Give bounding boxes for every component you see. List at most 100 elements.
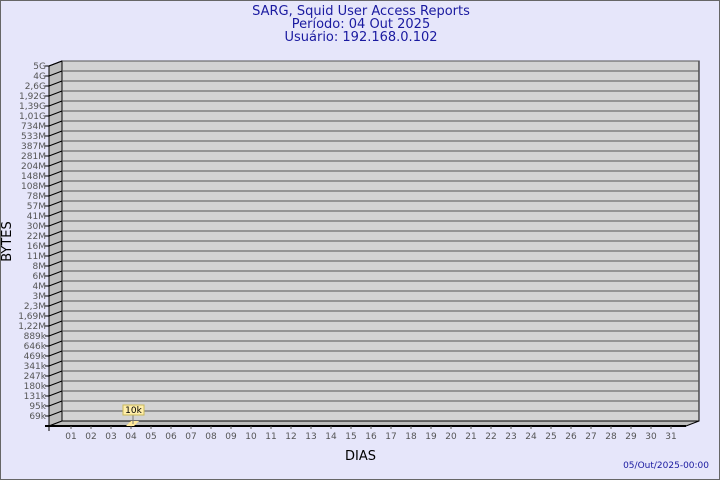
y-axis-label: BYTES	[0, 221, 15, 262]
x-tick-label: 10	[245, 432, 257, 442]
y-tick-depth	[48, 270, 63, 277]
y-tick-depth	[48, 200, 63, 207]
y-tick-label: 1,39G	[19, 102, 46, 112]
y-tick-label: 69k	[29, 412, 46, 422]
y-tick-depth	[48, 290, 63, 297]
y-tick-depth	[48, 220, 63, 227]
y-tick-label: 6M	[33, 272, 47, 282]
y-tick-depth	[48, 390, 63, 397]
x-tick-label: 28	[605, 432, 617, 442]
x-tick-label: 17	[385, 432, 396, 442]
y-tick-depth	[48, 240, 63, 247]
y-tick-label: 1,69M	[18, 312, 46, 322]
x-tick-label: 01	[65, 432, 76, 442]
y-tick-depth	[48, 180, 63, 187]
y-tick-label: 78M	[27, 192, 46, 202]
y-tick-depth	[48, 280, 63, 287]
y-tick-depth	[48, 110, 63, 117]
y-tick-depth	[48, 320, 63, 327]
y-tick-depth	[48, 210, 63, 217]
y-tick-label: 1,92G	[19, 92, 46, 102]
y-tick-label: 22M	[27, 232, 46, 242]
x-tick-label: 05	[145, 432, 156, 442]
x-tick-label: 14	[325, 432, 337, 442]
y-tick-depth	[48, 160, 63, 167]
data-label: 10k	[125, 406, 142, 416]
y-tick-label: 41M	[27, 212, 46, 222]
y-tick-depth	[48, 400, 63, 407]
y-tick-label: 148M	[21, 172, 46, 182]
x-tick-label: 07	[185, 432, 196, 442]
x-tick-label: 29	[625, 432, 637, 442]
y-tick-depth	[48, 150, 63, 157]
y-tick-depth	[48, 130, 63, 137]
y-tick-depth	[48, 190, 63, 197]
chart-title: SARG, Squid User Access Reports	[252, 4, 470, 19]
y-tick-label: 1,22M	[18, 322, 46, 332]
y-tick-depth	[48, 70, 63, 77]
y-tick-label: 2,3M	[24, 302, 46, 312]
x-tick-label: 16	[365, 432, 377, 442]
y-tick-label: 387M	[21, 142, 46, 152]
x-tick-label: 06	[165, 432, 177, 442]
y-tick-depth	[48, 80, 63, 87]
y-tick-depth	[48, 360, 63, 367]
x-tick-label: 15	[345, 432, 356, 442]
y-tick-depth	[48, 410, 63, 417]
x-tick-label: 30	[645, 432, 657, 442]
x-tick-label: 25	[545, 432, 556, 442]
y-tick-label: 889k	[24, 332, 47, 342]
y-tick-depth	[48, 260, 63, 267]
y-tick-label: 8M	[33, 262, 47, 272]
y-tick-label: 30M	[27, 222, 46, 232]
y-tick-label: 16M	[27, 242, 46, 252]
y-tick-depth	[48, 120, 63, 127]
y-tick-label: 57M	[27, 202, 46, 212]
y-tick-depth	[48, 250, 63, 257]
x-tick-label: 26	[565, 432, 577, 442]
y-tick-depth	[48, 310, 63, 317]
footer-timestamp: 05/Out/2025-00:00	[623, 461, 709, 471]
y-tick-depth	[48, 380, 63, 387]
y-tick-depth	[48, 340, 63, 347]
y-tick-label: 5G	[33, 62, 46, 72]
y-tick-label: 1,01G	[19, 112, 46, 122]
y-tick-label: 4M	[33, 282, 47, 292]
x-tick-label: 21	[465, 432, 476, 442]
x-tick-label: 11	[265, 432, 276, 442]
x-tick-label: 18	[405, 432, 417, 442]
y-tick-depth	[48, 170, 63, 177]
x-tick-label: 02	[85, 432, 96, 442]
chart-period: Período: 04 Out 2025	[291, 17, 431, 32]
x-tick-label: 23	[505, 432, 516, 442]
y-tick-label: 95k	[29, 402, 46, 412]
x-tick-label: 24	[525, 432, 537, 442]
y-tick-depth	[48, 370, 63, 377]
x-tick-label: 13	[305, 432, 316, 442]
y-tick-label: 180k	[24, 382, 47, 392]
y-tick-depth	[48, 300, 63, 307]
y-tick-label: 341k	[24, 362, 47, 372]
y-tick-label: 4G	[33, 72, 46, 82]
y-tick-label: 2,6G	[25, 82, 46, 92]
y-tick-label: 108M	[21, 182, 46, 192]
x-tick-label: 20	[445, 432, 457, 442]
y-tick-label: 469k	[24, 352, 47, 362]
x-tick-label: 04	[125, 432, 137, 442]
y-tick-label: 204M	[21, 162, 46, 172]
x-tick-label: 08	[205, 432, 217, 442]
x-tick-label: 19	[425, 432, 437, 442]
x-tick-label: 22	[485, 432, 496, 442]
y-tick-label: 646k	[24, 342, 47, 352]
y-tick-label: 247k	[24, 372, 47, 382]
y-tick-label: 11M	[27, 252, 46, 262]
y-tick-depth	[48, 90, 63, 97]
y-tick-label: 3M	[33, 292, 47, 302]
x-tick-label: 27	[585, 432, 596, 442]
x-tick-label: 09	[225, 432, 237, 442]
x-tick-label: 03	[105, 432, 116, 442]
y-tick-depth	[48, 350, 63, 357]
x-axis-label: DIAS	[345, 449, 376, 464]
